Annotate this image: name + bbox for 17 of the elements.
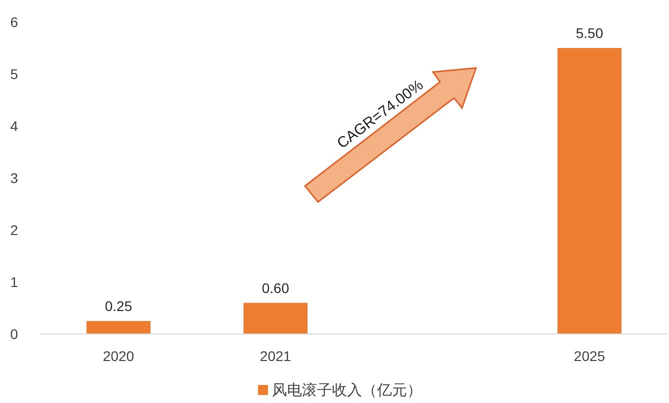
data-label: 5.50 (576, 25, 604, 41)
bar (558, 48, 622, 334)
x-tick-label: 2020 (102, 348, 134, 364)
y-tick-label: 6 (10, 14, 18, 30)
y-tick-label: 5 (10, 66, 18, 82)
y-tick-label: 0 (10, 326, 18, 342)
y-tick-label: 3 (10, 170, 18, 186)
bar (244, 302, 308, 334)
legend-label: 风电滚子收入（亿元） (272, 382, 422, 399)
data-label: 0.25 (104, 298, 132, 314)
y-tick-label: 2 (10, 222, 18, 238)
data-label: 0.60 (262, 280, 290, 296)
y-tick-label: 1 (10, 274, 18, 290)
x-tick-label: 2025 (574, 348, 606, 364)
bar (86, 321, 150, 334)
x-tick-label: 2021 (260, 348, 292, 364)
y-tick-label: 4 (10, 118, 18, 134)
